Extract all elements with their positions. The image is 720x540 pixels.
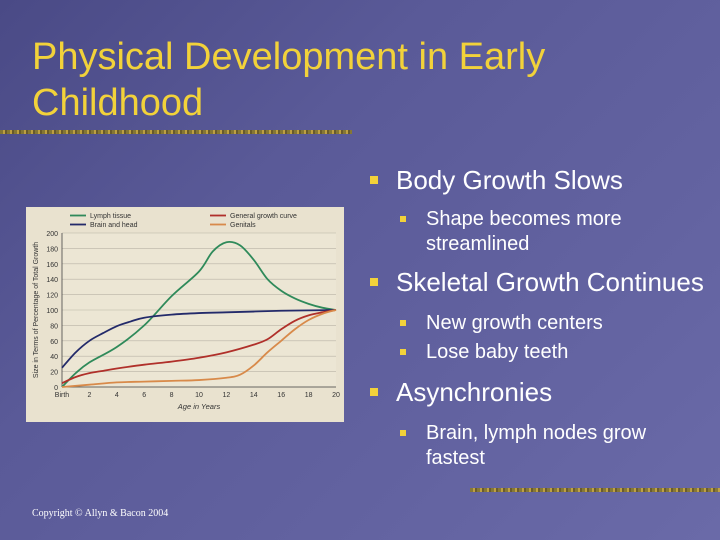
series-line [61, 240, 337, 388]
x-tick-label: 4 [115, 392, 119, 399]
growth-chart: 0 20 40 60 80 100 120 140 160 180 200 Birth 2 4 6 8 10 12… [26, 207, 344, 422]
x-axis-label: Age in Years [177, 402, 221, 411]
bullet-item: Body Growth Slows [370, 165, 710, 195]
sub-bullet-text: Shape becomes more streamlined [426, 208, 622, 255]
growth-chart-svg: 0 20 40 60 80 100 120 140 160 180 200 Birth 2 4 6 8 10 12… [33, 213, 340, 411]
x-tick-label: 14 [250, 392, 258, 399]
sub-bullet-square-icon [400, 320, 406, 326]
legend-label: General growth curve [230, 213, 297, 220]
sub-bullet-text: Lose baby teeth [426, 341, 569, 363]
bullet-text: Skeletal Growth Continues [396, 267, 704, 297]
y-tick-label: 0 [54, 385, 58, 392]
x-tick-label: 16 [277, 392, 285, 399]
x-tick-label: 20 [332, 392, 340, 399]
x-tick-label: 10 [195, 392, 203, 399]
title-divider [0, 130, 352, 134]
x-tick-label: Birth [55, 392, 70, 399]
sub-bullet-square-icon [400, 349, 406, 355]
x-tick-label: 8 [170, 392, 174, 399]
x-tick-label: 12 [223, 392, 231, 399]
sub-bullet-square-icon [400, 430, 406, 436]
y-tick-label: 200 [46, 231, 58, 238]
legend-label: Lymph tissue [90, 213, 131, 220]
sub-bullet-square-icon [400, 216, 406, 222]
bullet-item: Asynchronies [370, 377, 710, 407]
bullet-square-icon [370, 278, 378, 286]
x-tick-label: 6 [142, 392, 146, 399]
y-tick-label: 40 [50, 354, 58, 361]
sub-bullet-text: Brain, lymph nodes grow fastest [426, 422, 647, 469]
legend-label: Brain and head [90, 222, 138, 229]
bullet-item: Skeletal Growth Continues [370, 267, 710, 297]
bullet-list: Body Growth Slows Shape becomes more str… [370, 165, 710, 471]
y-tick-label: 100 [46, 308, 58, 315]
y-tick-label: 120 [46, 293, 58, 300]
x-tick-label: 2 [87, 392, 91, 399]
bullet-square-icon [370, 388, 378, 396]
x-tick-label: 18 [305, 392, 313, 399]
y-tick-label: 60 [50, 339, 58, 346]
slide-title: Physical Development in Early Childhood [32, 36, 546, 124]
y-tick-label: 20 [50, 370, 58, 377]
y-tick-label: 80 [50, 323, 58, 330]
y-axis-label: Size in Terms of Percentage of Total Gro… [33, 242, 40, 378]
sub-bullet-item: Shape becomes more streamlined [400, 207, 710, 257]
bullet-text: Body Growth Slows [396, 165, 623, 195]
sub-bullet-item: Brain, lymph nodes grow fastest [400, 421, 710, 471]
y-tick-label: 160 [46, 262, 58, 269]
series-line [61, 309, 337, 384]
sub-bullet-item: New growth centers [400, 311, 710, 336]
sub-bullet-item: Lose baby teeth [400, 340, 710, 365]
y-tick-label: 180 [46, 246, 58, 253]
bottom-divider [470, 488, 720, 492]
bullet-square-icon [370, 176, 378, 184]
series-line [61, 309, 337, 369]
legend-label: Genitals [230, 222, 256, 229]
sub-bullet-text: New growth centers [426, 312, 603, 334]
series-line [61, 309, 337, 388]
copyright-notice: Copyright © Allyn & Bacon 2004 [32, 508, 169, 519]
y-tick-label: 140 [46, 277, 58, 284]
bullet-text: Asynchronies [396, 377, 553, 407]
